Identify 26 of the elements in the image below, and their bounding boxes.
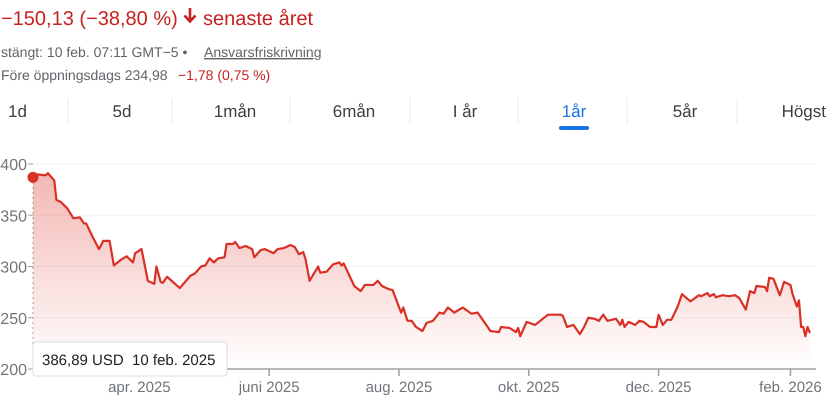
text: Högst [782,102,826,121]
y-tick-label: 200 [0,362,28,379]
text: stängt: 10 feb. 07:11 GMT−5 • [1,44,188,60]
y-tick-label: 350 [0,208,28,226]
x-tick-label: apr. 2025 [108,379,171,396]
text: 1mån [214,102,256,121]
y-tick-label: 400 [0,157,28,174]
text: 5d [112,102,132,121]
annotation: 386,89 USD 10 feb. 2025 [42,352,216,369]
text: 1år [562,102,587,121]
chart-subtitle: senaste året [203,8,314,30]
text: 6mån [332,102,376,121]
text: 5år [672,102,698,121]
text: I år [452,102,478,121]
y-tick-label: 300 [0,260,28,276]
x-tick-label: feb. 2026 [759,379,822,396]
x-tick-label: juni 2025 [238,379,300,396]
x-tick-label: aug. 2025 [366,379,432,396]
text: −1,78 (0,75 %) [178,67,270,83]
x-tick-label: dec. 2025 [626,379,692,396]
text: 1d [8,102,27,121]
chart-title: −150,13 (−38,80 %) [1,8,178,30]
text: Före öppningsdags 234,98 [1,67,168,83]
y-tick-label: 250 [0,310,28,328]
x-tick-label: okt. 2025 [498,379,560,396]
text: Ansvarsfriskrivning [204,44,322,60]
